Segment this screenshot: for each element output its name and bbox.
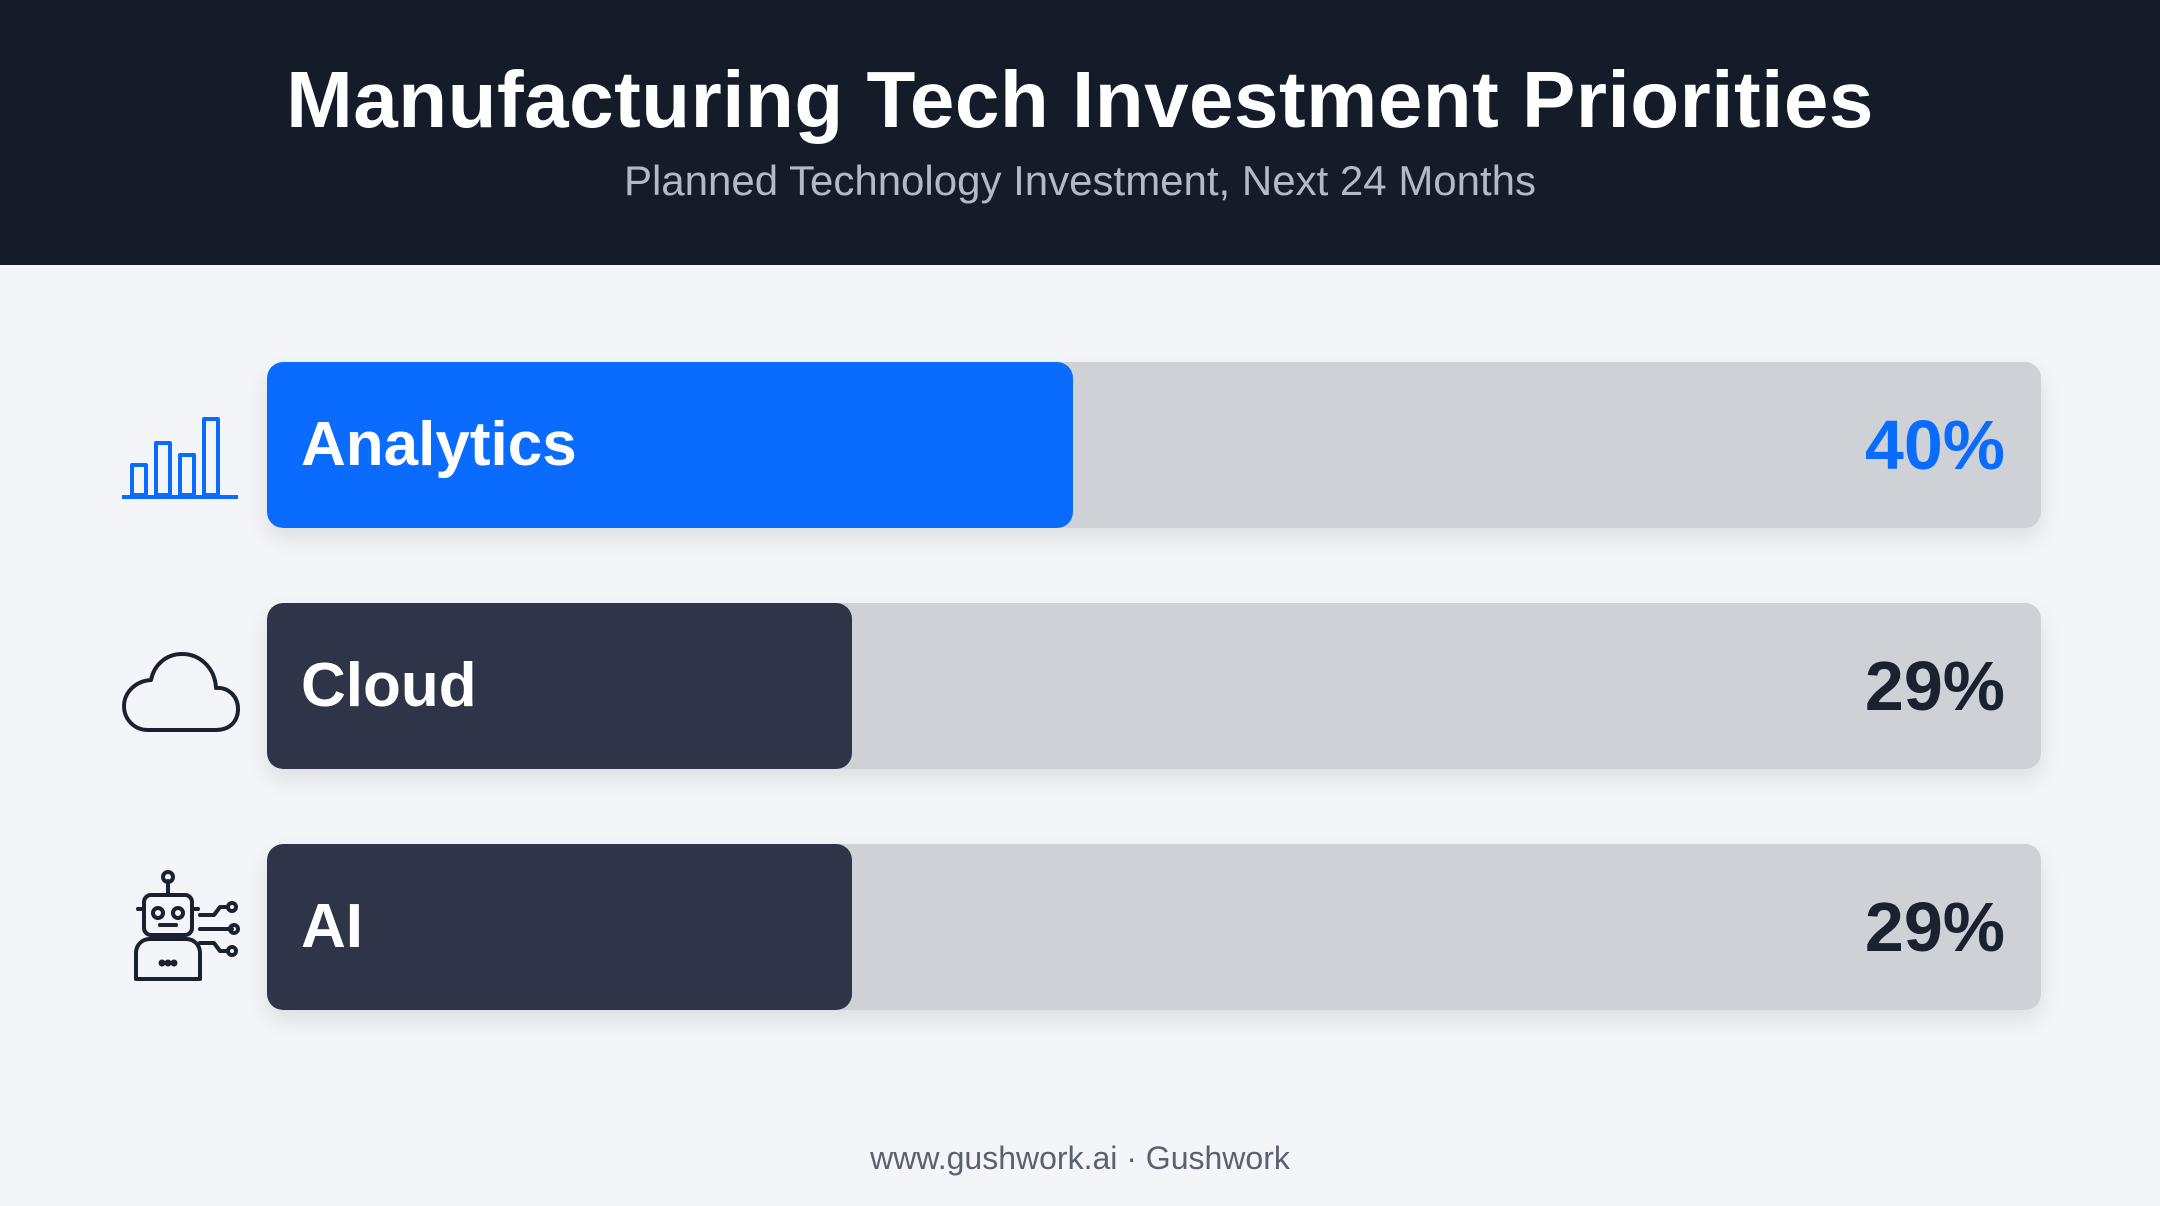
bar-track: Analytics 40% xyxy=(267,362,2041,528)
category-label: AI xyxy=(301,892,363,961)
bar xyxy=(267,603,852,769)
bar xyxy=(267,844,852,1010)
bar-chart-icon xyxy=(118,385,242,509)
bar-track: Cloud 29% xyxy=(267,603,2041,769)
bar-track: AI 29% xyxy=(267,844,2041,1010)
category-label: Analytics xyxy=(301,410,577,479)
cloud-icon xyxy=(118,626,242,750)
robot-icon xyxy=(118,867,242,991)
value-label: 29% xyxy=(1864,647,2005,725)
chart-title: Manufacturing Tech Investment Priorities xyxy=(286,55,1874,144)
bar xyxy=(267,362,1073,528)
category-label: Cloud xyxy=(301,651,477,720)
footer-credit: www.gushwork.ai · Gushwork xyxy=(870,1140,1290,1176)
header-banner: Manufacturing Tech Investment Priorities… xyxy=(0,0,2160,265)
value-label: 40% xyxy=(1864,406,2005,484)
bar-row-ai: AI 29% xyxy=(0,844,2160,1010)
chart-subtitle: Planned Technology Investment, Next 24 M… xyxy=(623,157,1537,204)
bar-row-analytics: Analytics 40% xyxy=(0,362,2160,528)
bar-row-cloud: Cloud 29% xyxy=(0,603,2160,769)
value-label: 29% xyxy=(1864,888,2005,966)
